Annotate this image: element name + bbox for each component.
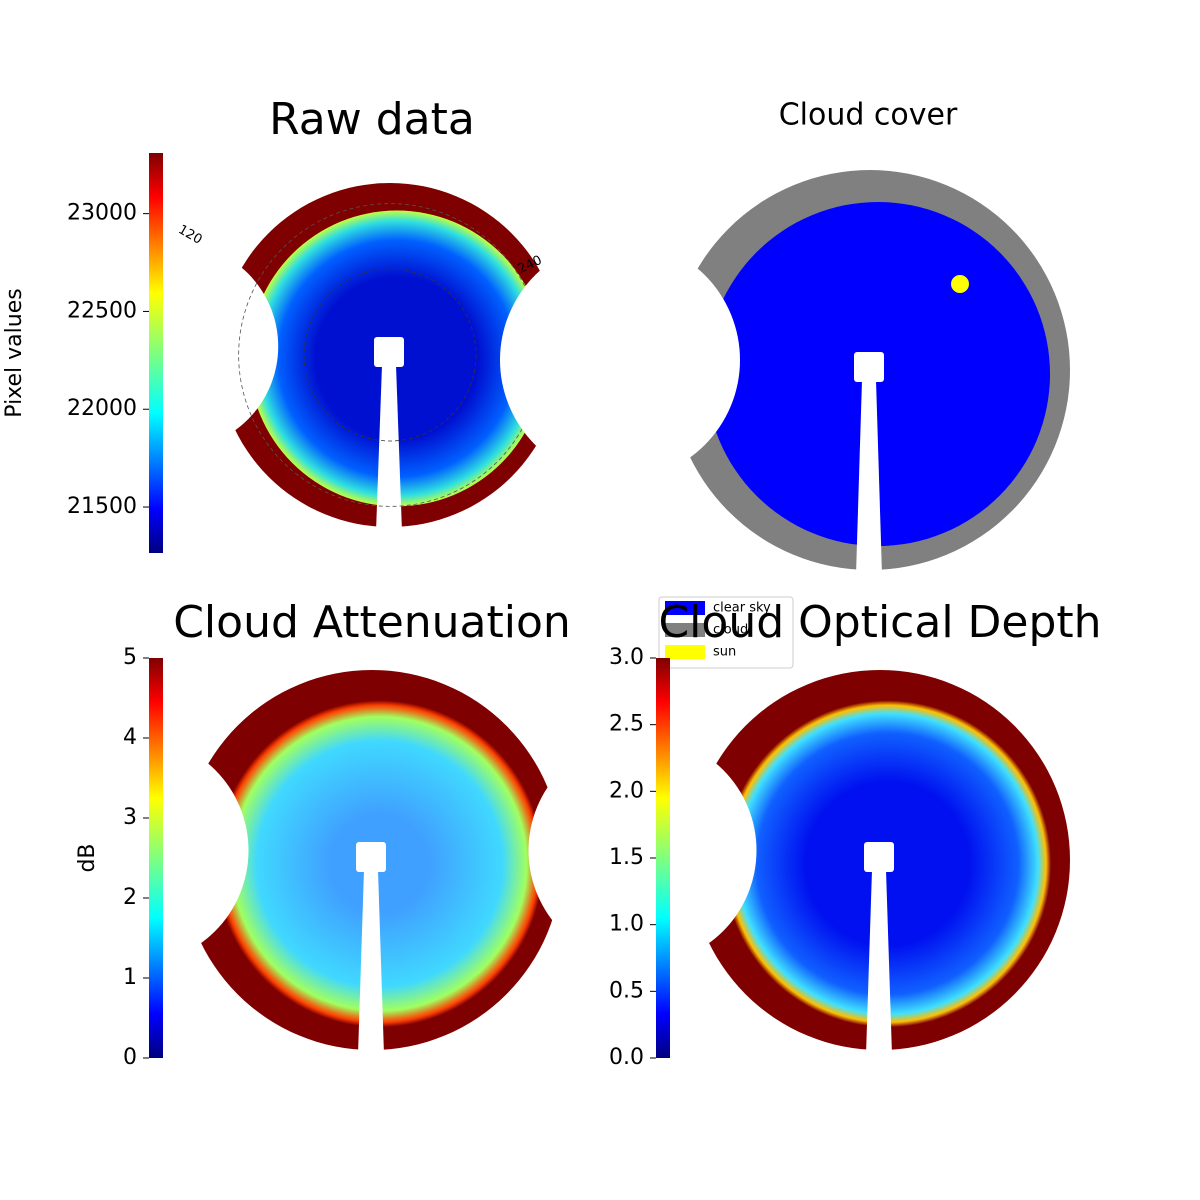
panel-title: Cloud Attenuation bbox=[173, 597, 571, 648]
colorbar-tick-label: 0.0 bbox=[609, 1045, 644, 1070]
sun-marker bbox=[951, 275, 969, 293]
occlusion bbox=[500, 240, 740, 480]
mast bbox=[866, 870, 892, 1055]
colorbar-tick-label: 1 bbox=[123, 965, 137, 990]
legend-label: clear sky bbox=[713, 601, 771, 616]
mast-head bbox=[864, 842, 894, 872]
colorbar-tick-label: 1.5 bbox=[609, 845, 644, 870]
colorbar-tick-label: 22000 bbox=[67, 396, 137, 421]
legend-swatch bbox=[665, 623, 705, 637]
occlusion bbox=[71, 243, 279, 450]
colorbar-label: Pixel values bbox=[2, 288, 27, 417]
mast bbox=[376, 365, 402, 532]
polar-grid bbox=[303, 268, 477, 442]
legend-label: sun bbox=[713, 645, 736, 660]
colorbar-tick-label: 5 bbox=[123, 645, 137, 670]
sky-image bbox=[528, 670, 1070, 1055]
sky-image bbox=[500, 170, 1070, 575]
colorbar-tick-label: 3 bbox=[123, 805, 137, 830]
colorbar bbox=[149, 153, 163, 553]
mast-head bbox=[356, 842, 386, 872]
colorbar-tick-label: 3.0 bbox=[609, 645, 644, 670]
colorbar bbox=[656, 658, 670, 1058]
occlusion bbox=[528, 736, 757, 965]
colorbar-tick-label: 1.0 bbox=[609, 912, 644, 937]
sky-image bbox=[20, 670, 562, 1055]
legend-label: cloud bbox=[713, 623, 748, 638]
legend-swatch bbox=[665, 645, 705, 659]
sky-image bbox=[71, 183, 562, 532]
colorbar-tick-label: 4 bbox=[123, 725, 137, 750]
legend-swatch bbox=[665, 601, 705, 615]
colorbar-tick-label: 0 bbox=[123, 1045, 137, 1070]
panel-title: Raw data bbox=[269, 94, 475, 145]
colorbar-tick-label: 22500 bbox=[67, 298, 137, 323]
mast-head bbox=[374, 337, 404, 367]
colorbar-label: dB bbox=[75, 843, 100, 872]
mast bbox=[856, 380, 882, 575]
occlusion bbox=[20, 736, 249, 965]
mast-head bbox=[854, 352, 884, 382]
panel-title: Cloud cover bbox=[779, 98, 958, 133]
colorbar-tick-label: 0.5 bbox=[609, 978, 644, 1003]
colorbar bbox=[149, 658, 163, 1058]
panel-title: Cloud Optical Depth bbox=[658, 597, 1101, 648]
colorbar-tick-label: 2.0 bbox=[609, 778, 644, 803]
mast bbox=[358, 870, 384, 1055]
colorbar-tick-label: 21500 bbox=[67, 494, 137, 519]
colorbar-tick-label: 23000 bbox=[67, 201, 137, 226]
colorbar-tick-label: 2.5 bbox=[609, 712, 644, 737]
colorbar-tick-label: 2 bbox=[123, 885, 137, 910]
